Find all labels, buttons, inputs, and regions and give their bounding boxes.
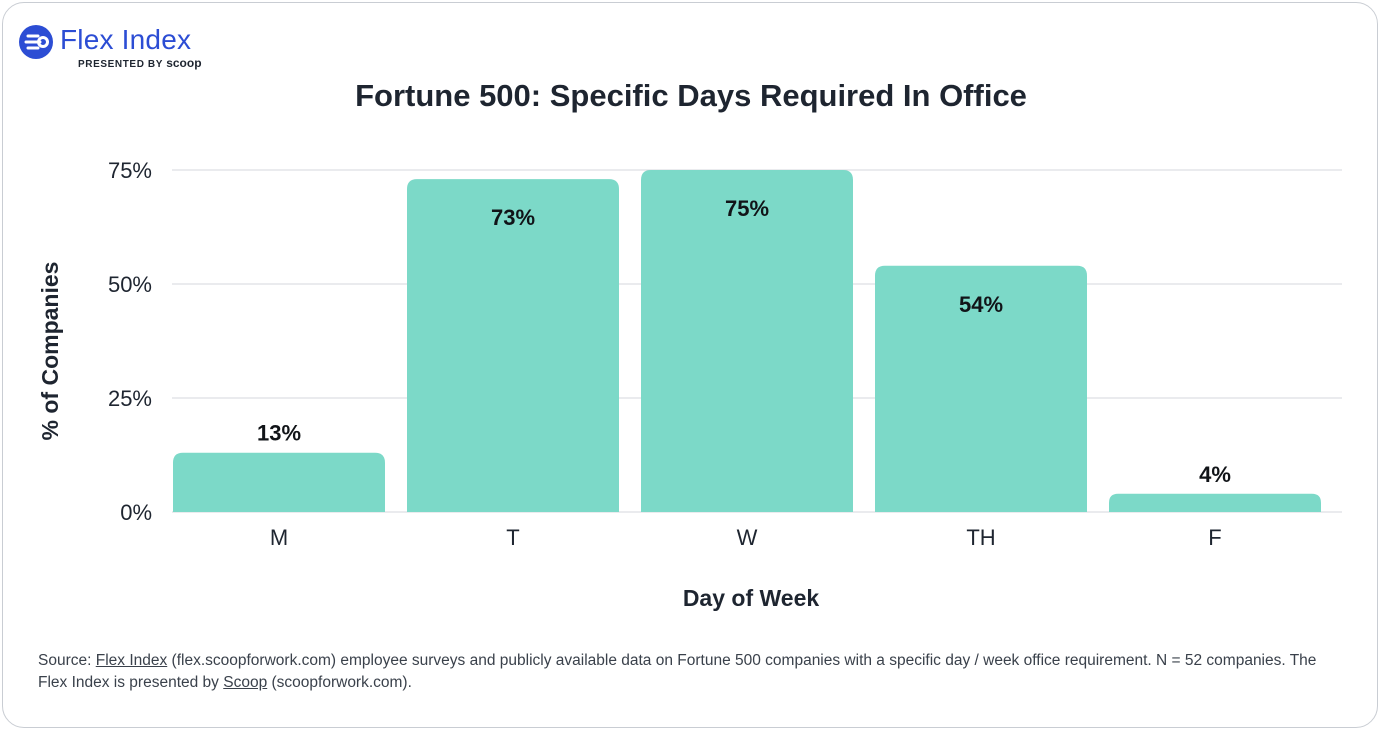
- presented-by-label: PRESENTED BY: [78, 59, 163, 70]
- flex-index-logo-icon: [19, 25, 53, 59]
- flex-index-link[interactable]: Flex Index: [95, 652, 168, 669]
- bar: [641, 170, 853, 512]
- y-tick-label: 0%: [120, 500, 152, 525]
- logo-name: Flex Index: [60, 24, 192, 55]
- x-axis-title: Day of Week: [683, 585, 820, 611]
- flex-index-logo: Flex Index PRESENTED BY scoop: [18, 22, 218, 70]
- x-tick-label: M: [270, 525, 288, 550]
- footnote-middle: (flex.scoopforwork.com) employee surveys…: [38, 652, 1317, 691]
- data-label: 54%: [959, 292, 1003, 317]
- bar: [407, 179, 619, 512]
- footnote-prefix: Source:: [38, 652, 96, 669]
- y-tick-label: 25%: [108, 386, 152, 411]
- footnote-suffix: (scoopforwork.com).: [267, 674, 412, 691]
- x-tick-label: T: [506, 525, 519, 550]
- data-label: 75%: [725, 196, 769, 221]
- source-footnote: Source: Flex Index (flex.scoopforwork.co…: [38, 650, 1348, 694]
- x-tick-label: W: [737, 525, 758, 550]
- scoop-brand: scoop: [166, 56, 202, 70]
- y-tick-label: 50%: [108, 272, 152, 297]
- data-label: 73%: [491, 205, 535, 230]
- scoop-link[interactable]: Scoop: [223, 674, 268, 691]
- x-tick-label: F: [1208, 525, 1221, 550]
- bar: [875, 265, 1087, 512]
- x-tick-label: TH: [966, 525, 995, 550]
- logo-presented-by: PRESENTED BY scoop: [78, 56, 202, 70]
- data-label: 13%: [257, 421, 301, 446]
- bar: [173, 452, 385, 512]
- y-axis-title: % of Companies: [37, 262, 63, 441]
- data-label: 4%: [1199, 462, 1231, 487]
- bar: [1109, 493, 1321, 512]
- y-tick-label: 75%: [108, 158, 152, 183]
- chart-title: Fortune 500: Specific Days Required In O…: [355, 78, 1027, 113]
